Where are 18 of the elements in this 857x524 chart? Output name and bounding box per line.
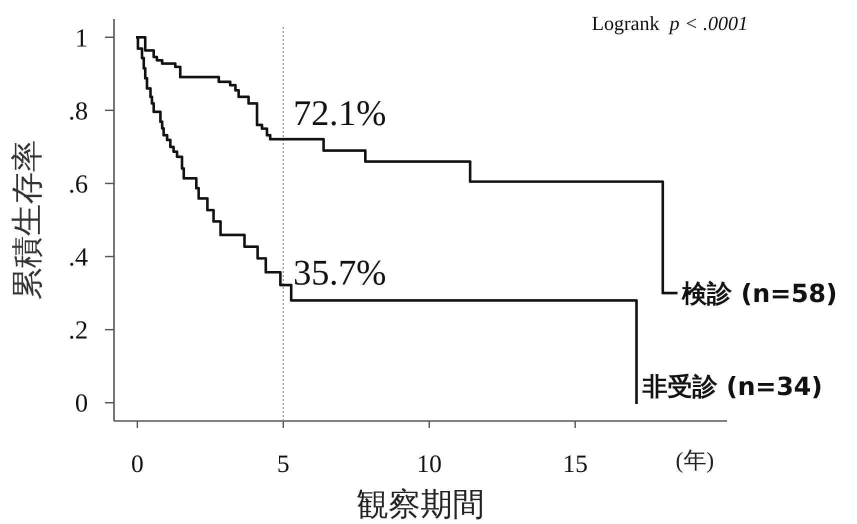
y-tick-label: .2 bbox=[68, 316, 88, 345]
y-tick-label: 1 bbox=[75, 23, 88, 52]
x-tick-label: 15 bbox=[562, 451, 588, 478]
x-axis-title: 観察期間 bbox=[356, 486, 484, 522]
x-tick-label: 0 bbox=[131, 451, 144, 478]
annotation: 72.1% bbox=[293, 93, 386, 134]
y-tick-label: .8 bbox=[68, 96, 88, 126]
x-tick-label: 5 bbox=[277, 451, 290, 478]
series-label: 非受診 (n=34) bbox=[642, 372, 823, 400]
text: (年) bbox=[676, 448, 714, 473]
annotation: 35.7% bbox=[293, 252, 386, 292]
y-axis-title: 累積生存率 bbox=[9, 140, 45, 300]
x-tick-label: 10 bbox=[416, 451, 442, 478]
y-tick-label: .6 bbox=[68, 169, 88, 198]
series-label: 検診 (n=58) bbox=[681, 278, 838, 308]
y-tick-label: .4 bbox=[68, 242, 88, 272]
y-tick-label: 0 bbox=[75, 388, 88, 418]
annotation: Logrank p < .0001 bbox=[592, 13, 748, 35]
